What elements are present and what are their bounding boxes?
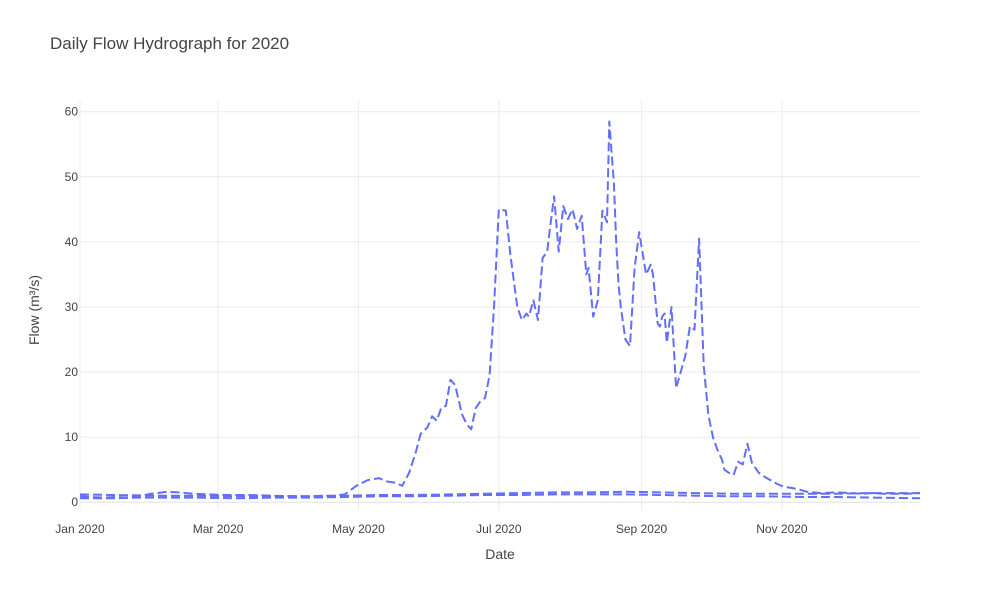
y-axis-label: Flow (m³/s) — [26, 275, 42, 345]
x-axis-label: Date — [485, 546, 515, 562]
y-tick-label: 40 — [65, 235, 79, 249]
x-axis-ticks: Jan 2020 Mar 2020 May 2020 Jul 2020 Sep 2020… — [55, 522, 808, 536]
x-gridlines — [79, 100, 783, 510]
flow-series-line-2 — [79, 490, 920, 498]
x-tick-label: Jul 2020 — [476, 522, 522, 536]
y-gridlines — [80, 111, 920, 503]
y-tick-label: 10 — [65, 430, 79, 444]
y-tick-label: 0 — [71, 495, 78, 509]
x-tick-label: May 2020 — [332, 522, 385, 536]
y-tick-label: 60 — [65, 105, 79, 119]
chart-title: Daily Flow Hydrograph for 2020 — [50, 34, 290, 53]
y-tick-label: 20 — [65, 365, 79, 379]
y-axis-ticks: 0 10 20 30 40 50 60 — [65, 105, 79, 509]
x-tick-label: Nov 2020 — [756, 522, 808, 536]
flow-series-line-1 — [80, 493, 921, 500]
y-tick-label: 50 — [65, 170, 79, 184]
series-layer — [79, 120, 921, 500]
flow-series-line-3 — [79, 120, 921, 499]
x-tick-label: Mar 2020 — [193, 522, 244, 536]
x-tick-label: Jan 2020 — [55, 522, 105, 536]
x-tick-label: Sep 2020 — [616, 522, 668, 536]
y-tick-label: 30 — [65, 300, 79, 314]
